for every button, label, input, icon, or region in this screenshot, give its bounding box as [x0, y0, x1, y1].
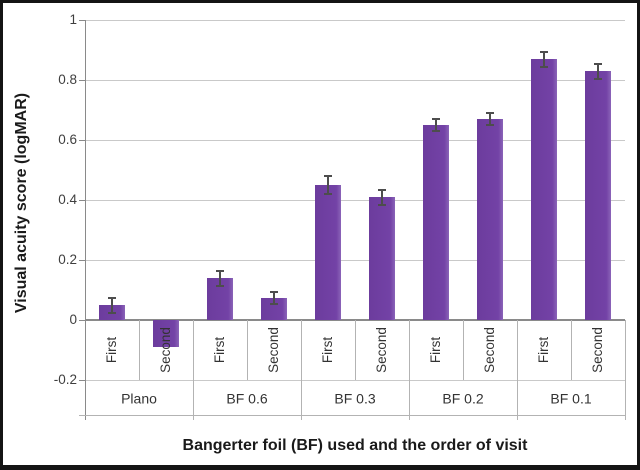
category-label-visit-order: First — [428, 336, 443, 364]
error-bar-cap-bottom — [270, 302, 278, 305]
error-bar-cap-top — [216, 269, 224, 272]
bar-bf-0-2-first — [423, 125, 449, 320]
y-axis-line — [85, 20, 86, 420]
category-group-separator — [625, 320, 626, 420]
y-axis-tick — [79, 20, 85, 21]
error-bar-cap-bottom — [324, 193, 332, 195]
category-cell-separator — [247, 320, 248, 380]
category-label-foil: BF 0.2 — [442, 390, 484, 406]
bar-bf-0-2-second — [477, 119, 503, 320]
y-tick-label: -0.2 — [53, 372, 77, 387]
category-label-foil: BF 0.1 — [550, 390, 592, 406]
category-label-foil: BF 0.3 — [334, 390, 376, 406]
error-bar-bf-0-2-second — [489, 113, 491, 125]
category-cell-separator — [139, 320, 140, 380]
category-cell-separator — [355, 320, 356, 380]
y-tick-label: 0.8 — [58, 72, 77, 87]
bar-bf-0-1-second — [585, 71, 611, 320]
y-axis-tick — [79, 140, 85, 141]
error-bar-bf-0-3-second — [381, 189, 383, 205]
y-gridline — [85, 20, 625, 21]
category-label-foil: Plano — [121, 390, 157, 406]
error-bar-cap-bottom — [108, 311, 116, 314]
y-tick-label: 1 — [69, 12, 77, 27]
error-bar-cap-top — [270, 290, 278, 293]
error-bar-cap-top — [594, 62, 602, 65]
y-gridline — [85, 140, 625, 141]
y-tick-label: 0.6 — [58, 132, 77, 147]
plot-area: 1 0.8 0.6 0.4 0.2 0 -0.2 First Second Plano First S… — [3, 3, 637, 465]
error-bar-cap-bottom — [486, 124, 494, 126]
category-label-visit-order: First — [212, 336, 227, 364]
bar-bf-0-6-second — [261, 297, 287, 320]
y-gridline — [85, 260, 625, 261]
error-bar-cap-bottom — [540, 65, 548, 68]
y-gridline — [85, 200, 625, 201]
error-bar-cap-bottom — [378, 203, 386, 206]
category-group-separator — [193, 320, 194, 420]
error-bar-bf-0-6-first — [219, 270, 221, 286]
x-axis-title: Bangerter foil (BF) used and the order o… — [182, 437, 528, 454]
category-group-separator — [517, 320, 518, 420]
error-bar-cap-top — [324, 175, 332, 177]
category-cell-separator — [463, 320, 464, 380]
y-tick-label: 0 — [69, 312, 77, 327]
error-bar-bf-0-1-first — [543, 51, 545, 67]
bar-bf-0-3-second — [369, 197, 395, 320]
bar-plano-second — [153, 320, 179, 347]
category-label-visit-order: Second — [374, 327, 389, 373]
category-group-separator — [301, 320, 302, 420]
bar-bf-0-1-first — [531, 59, 557, 320]
y-axis-tick — [79, 200, 85, 201]
y-axis-tick — [79, 80, 85, 81]
y-axis-tick — [79, 320, 85, 321]
category-label-foil: BF 0.6 — [226, 390, 268, 406]
error-bar-cap-top — [432, 118, 440, 120]
category-label-visit-order: Second — [158, 327, 173, 373]
error-bar-cap-bottom — [432, 130, 440, 132]
error-bar-cap-top — [378, 188, 386, 191]
category-label-visit-order: Second — [590, 327, 605, 373]
error-bar-cap-bottom — [594, 77, 602, 80]
category-group-separator — [409, 320, 410, 420]
category-label-visit-order: First — [320, 336, 335, 364]
y-axis-tick — [79, 380, 85, 381]
y-gridline — [85, 380, 625, 381]
category-label-visit-order: Second — [266, 327, 281, 373]
error-bar-bf-0-1-second — [597, 63, 599, 79]
error-bar-cap-top — [486, 112, 494, 114]
error-bar-plano-first — [111, 297, 113, 313]
y-gridline — [85, 80, 625, 81]
y-tick-label: 0.4 — [58, 192, 77, 207]
error-bar-bf-0-3-first — [327, 176, 329, 194]
y-tick-label: 0.2 — [58, 252, 77, 267]
category-label-visit-order: First — [104, 336, 119, 364]
category-cell-separator — [571, 320, 572, 380]
error-bar-cap-top — [540, 50, 548, 53]
y-axis-tick — [79, 260, 85, 261]
category-label-visit-order: Second — [482, 327, 497, 373]
bar-bf-0-3-first — [315, 185, 341, 320]
axis-table-bottom-line — [79, 415, 625, 416]
error-bar-cap-bottom — [216, 284, 224, 287]
error-bar-bf-0-6-second — [273, 291, 275, 304]
category-label-visit-order: First — [536, 336, 551, 364]
error-bar-cap-top — [108, 296, 116, 299]
error-bar-bf-0-2-first — [435, 119, 437, 131]
